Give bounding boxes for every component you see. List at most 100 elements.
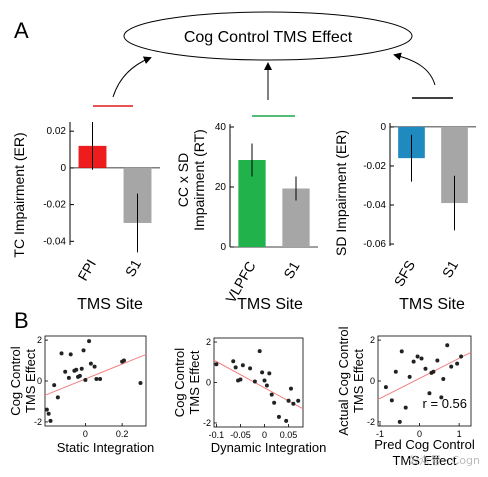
x-tick-label: -1 [376, 429, 384, 439]
bar-chart-tc: -0.04 -0.02 0 0.02 FPI S1 TC Impairment (ER) [11, 122, 160, 283]
x-tick-label: 0 [417, 429, 422, 439]
data-point [288, 386, 293, 391]
data-point [435, 358, 440, 363]
y-tick-label: -2 [34, 417, 42, 427]
data-point [98, 376, 103, 381]
x-axis-label: Pred Cog Control [374, 437, 475, 452]
y-axis-label: TC Impairment (ER) [11, 132, 27, 257]
data-point [403, 405, 408, 410]
data-point [427, 391, 432, 396]
x-tick-label: -0.05 [230, 430, 251, 440]
data-point [296, 398, 301, 403]
data-point [411, 359, 416, 364]
x-axis-label: Dynamic Integration [211, 440, 327, 455]
x-tick-label: 0 [83, 429, 88, 439]
data-point [87, 339, 92, 344]
data-point [260, 370, 265, 375]
y-tick-label: 20 [215, 182, 227, 193]
y-tick-label: -2 [367, 417, 375, 427]
y-tick-label: -2 [203, 418, 211, 428]
fit-line [377, 351, 472, 400]
y-tick-label: 0 [37, 376, 42, 386]
data-point [459, 354, 464, 359]
panel-label-a: A [14, 18, 29, 43]
y-axis-label: CC x SD [175, 153, 191, 207]
data-point [79, 366, 84, 371]
panel-label-b: B [14, 308, 29, 333]
data-point [74, 367, 79, 372]
data-point [240, 363, 245, 368]
fit-line [44, 353, 147, 396]
data-point [423, 366, 428, 371]
top-node: Cog Control TMS Effect [123, 11, 413, 61]
data-point [88, 361, 93, 366]
x-tick-label: 0.2 [116, 429, 129, 439]
data-point [264, 383, 269, 388]
data-point [81, 348, 86, 353]
data-point [233, 365, 238, 370]
annotation: r = 0.56 [423, 396, 467, 411]
data-point [44, 407, 49, 412]
y-tick-label: 0.02 [47, 126, 67, 137]
data-point [439, 395, 444, 400]
plot-frame [377, 335, 472, 427]
data-point [262, 378, 267, 383]
data-point [397, 419, 402, 424]
y-axis-label: Cog Control [172, 348, 187, 417]
x-tick-label: 0 [262, 430, 267, 440]
x-tick-label: FPI [74, 257, 99, 284]
y-tick-label: 0 [60, 163, 66, 174]
data-point [77, 373, 82, 378]
data-point [52, 383, 57, 388]
data-point [269, 392, 274, 397]
x-tick-label: S1 [122, 256, 145, 279]
data-point [94, 376, 99, 381]
y-tick-label: -0.02 [43, 200, 66, 211]
data-point [257, 349, 262, 354]
scatter-dynamic: -0.1 -0.05 0 0.05 -2 0 2 Dynamic Integration Cog… [172, 337, 326, 455]
data-point [383, 385, 388, 390]
x-tick-label: 1 [457, 429, 462, 439]
data-point [445, 343, 450, 348]
y-axis-label: SD Impairment (ER) [333, 130, 349, 256]
y-axis-label: Cog Control [8, 346, 23, 415]
data-point [121, 358, 126, 363]
y-axis-label: Impairment (RT) [191, 129, 207, 231]
data-point [276, 414, 281, 419]
y-axis-label: Actual Cog Control [336, 326, 351, 435]
arrow-left [112, 56, 152, 98]
data-point [441, 376, 446, 381]
data-point [291, 401, 296, 406]
x-axis-label: TMS Effect [392, 453, 456, 468]
arrow-right [393, 52, 436, 86]
data-point [393, 369, 398, 374]
bar-chart-sd: -0.06 -0.04 -0.02 0 SFS S1 SD Impairment (ER) [333, 122, 476, 289]
site-label-3: TMS Site [399, 296, 465, 313]
x-tick-label: 0.05 [280, 430, 298, 440]
y-tick-label: 0 [380, 122, 386, 133]
site-label-1: TMS Site [77, 296, 143, 313]
y-tick-label: 40 [215, 122, 227, 133]
data-point [55, 395, 60, 400]
y-axis-label: TMS Effect [23, 349, 38, 413]
data-point [419, 356, 424, 361]
y-tick-label: -0.04 [363, 200, 386, 211]
data-point [449, 364, 454, 369]
data-point [407, 374, 412, 379]
scatter-static: 0 0.2 -2 0 2 Static Integration Cog Control TMS… [8, 335, 154, 455]
data-point [252, 379, 257, 384]
data-point [415, 354, 420, 359]
data-point [267, 371, 272, 376]
data-point [59, 351, 64, 356]
y-tick-label: 2 [37, 335, 42, 345]
watermark: 公众号 · Cogn [408, 454, 480, 467]
y-axis-label: TMS Effect [351, 349, 366, 413]
data-point [68, 352, 73, 357]
data-point [231, 359, 236, 364]
y-tick-label: 2 [206, 337, 211, 347]
y-axis-label: TMS Effect [187, 350, 202, 414]
y-tick-label: -0.04 [43, 236, 66, 247]
x-tick-label: -0.1 [209, 430, 225, 440]
y-tick-label: 0 [220, 242, 226, 253]
